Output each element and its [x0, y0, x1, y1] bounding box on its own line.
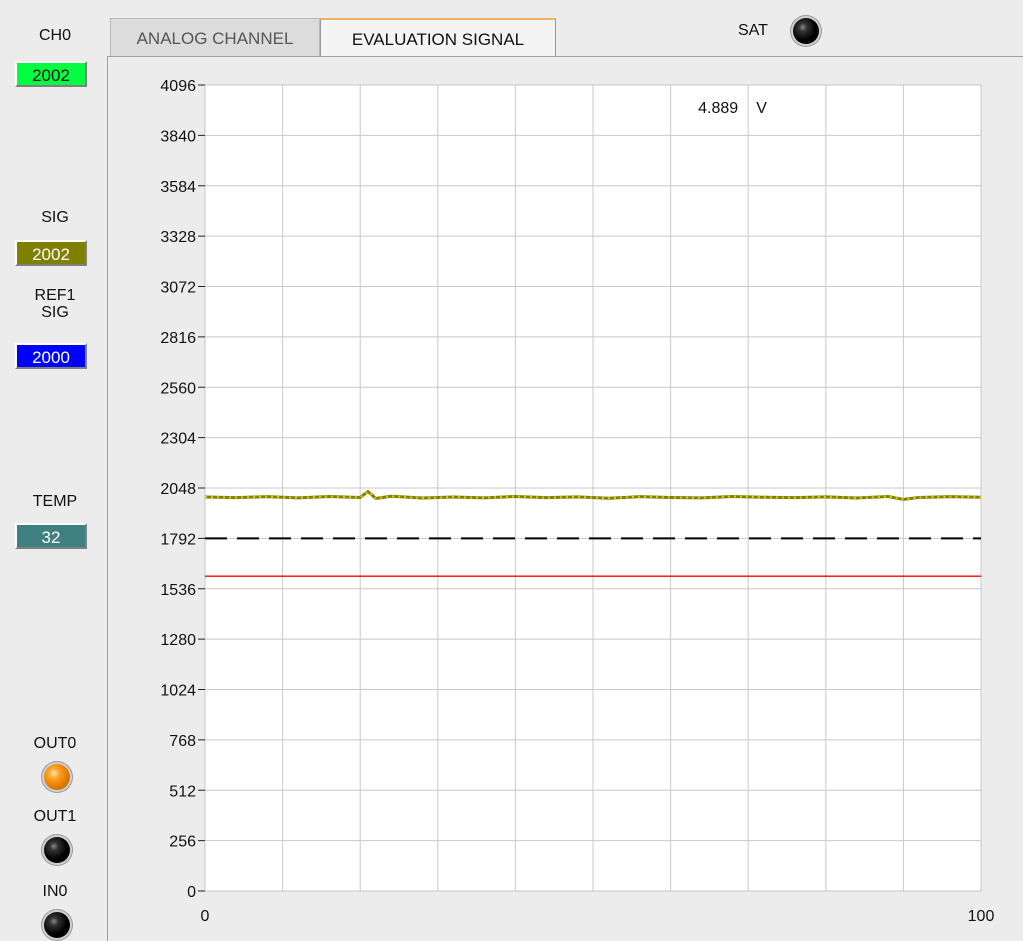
evaluation-signal-panel: 0 256 512 768 1024 1280 1536 1792 2048 2304 2560 28… — [107, 56, 1023, 941]
y-tick-label: 4096 — [160, 78, 196, 95]
y-tick-label: 0 — [187, 884, 196, 901]
y-tick-label: 2048 — [160, 481, 196, 498]
sig-label: SIG — [41, 209, 69, 226]
tab-analog-channel[interactable]: ANALOG CHANNEL — [110, 18, 320, 56]
y-tick-label: 3840 — [160, 128, 196, 145]
evaluation-signal-chart: 0 256 512 768 1024 1280 1536 1792 2048 2304 2560 28… — [160, 78, 995, 925]
sig-value-display: 2002 — [15, 240, 87, 266]
y-tick-label: 1024 — [160, 683, 196, 700]
signal-line-dots — [204, 490, 982, 501]
voltage-readout: 4.889 — [698, 100, 738, 117]
sat-label: SAT — [738, 22, 768, 39]
y-tick-label: 2304 — [160, 431, 196, 448]
sat-led-icon — [793, 18, 819, 44]
ref1-sig-label: SIG — [41, 304, 69, 321]
x-tick-label: 0 — [201, 908, 210, 925]
out0-label: OUT0 — [33, 735, 77, 752]
voltage-unit: V — [756, 100, 767, 117]
ref1-label: REF1 — [34, 287, 76, 304]
y-tick-label: 1792 — [160, 531, 196, 548]
y-tick-label: 1280 — [160, 632, 196, 649]
temp-value-display: 32 — [15, 523, 87, 549]
y-tick-label: 3584 — [160, 179, 196, 196]
out1-led-icon — [44, 837, 70, 863]
y-tick-label: 256 — [169, 834, 196, 851]
x-tick-label: 100 — [968, 908, 995, 925]
out0-led-icon — [44, 764, 70, 790]
ref1-sig-value-display: 2000 — [15, 343, 87, 369]
y-tick-label: 2560 — [160, 380, 196, 397]
y-tick-label: 768 — [169, 733, 196, 750]
in0-label: IN0 — [42, 883, 68, 900]
temp-label: TEMP — [32, 493, 78, 510]
ch0-value-display: 2002 — [15, 61, 87, 87]
y-tick-label: 1536 — [160, 582, 196, 599]
tab-evaluation-signal[interactable]: EVALUATION SIGNAL — [320, 18, 556, 56]
out1-label: OUT1 — [33, 808, 77, 825]
y-tick-label: 512 — [169, 783, 196, 800]
y-tick-label: 2816 — [160, 330, 196, 347]
y-tick-label: 3072 — [160, 280, 196, 297]
ch0-label: CH0 — [38, 27, 71, 44]
in0-led-icon — [44, 912, 70, 938]
y-tick-label: 3328 — [160, 229, 196, 246]
